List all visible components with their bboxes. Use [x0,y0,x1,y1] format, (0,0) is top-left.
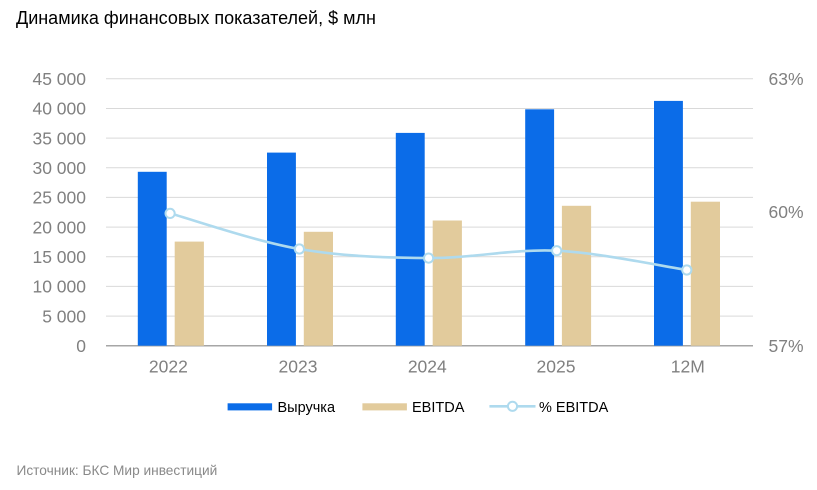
svg-text:10 000: 10 000 [32,277,86,297]
svg-text:2023: 2023 [279,356,318,376]
svg-text:2025: 2025 [537,356,576,376]
svg-text:Динамика финансовых показателе: Динамика финансовых показателей, $ млн [16,8,376,28]
svg-text:57%: 57% [769,336,804,356]
svg-text:20 000: 20 000 [32,217,86,237]
svg-text:25 000: 25 000 [32,188,86,208]
svg-text:0: 0 [76,336,86,356]
svg-text:Выручка: Выручка [278,400,336,416]
svg-text:60%: 60% [769,202,804,222]
svg-text:35 000: 35 000 [32,128,86,148]
svg-text:12M: 12M [671,356,705,376]
svg-text:45 000: 45 000 [32,69,86,89]
svg-text:EBITDA: EBITDA [412,400,465,416]
svg-text:63%: 63% [769,69,804,89]
svg-text:15 000: 15 000 [32,247,86,267]
svg-text:2022: 2022 [149,356,188,376]
svg-text:Источник: БКС Мир инвестиций: Источник: БКС Мир инвестиций [17,463,218,478]
svg-text:40 000: 40 000 [32,99,86,119]
svg-text:2024: 2024 [408,356,447,376]
svg-text:% EBITDA: % EBITDA [539,400,609,416]
svg-text:30 000: 30 000 [32,158,86,178]
svg-text:5 000: 5 000 [42,306,86,326]
